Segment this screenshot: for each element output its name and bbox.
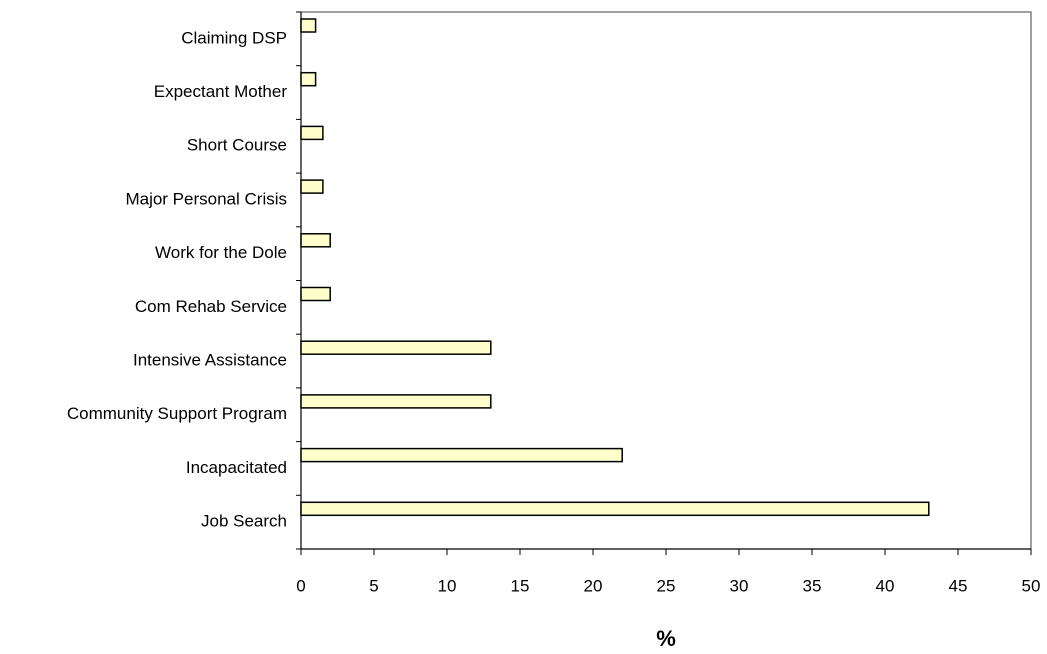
x-axis-title: %	[656, 626, 676, 651]
y-tick-label: Job Search	[201, 512, 287, 531]
x-tick-label: 50	[1022, 576, 1041, 595]
bar	[300, 18, 317, 33]
y-tick-label: Community Support Program	[67, 404, 287, 423]
x-tick-label: 20	[584, 576, 603, 595]
bar	[300, 233, 331, 248]
bar	[300, 340, 492, 355]
bar	[300, 394, 492, 409]
bar	[300, 71, 317, 87]
plot-frame	[301, 11, 1032, 549]
bar	[300, 447, 623, 463]
y-tick-label: Com Rehab Service	[135, 297, 287, 316]
x-tick-label: 45	[949, 576, 968, 595]
bar	[300, 179, 324, 194]
y-tick-label: Claiming DSP	[181, 28, 287, 47]
x-tick-label: 35	[803, 576, 822, 595]
y-tick-label: Incapacitated	[186, 458, 287, 477]
x-tick-label: 15	[511, 576, 530, 595]
x-tick-label: 30	[730, 576, 749, 595]
y-tick-label: Expectant Mother	[154, 82, 288, 101]
x-tick-label: 10	[438, 576, 457, 595]
y-tick-label: Work for the Dole	[155, 243, 287, 262]
x-tick-label: 40	[876, 576, 895, 595]
y-tick-label: Major Personal Crisis	[125, 189, 287, 208]
bar	[300, 286, 331, 302]
x-tick-label: 0	[296, 576, 305, 595]
y-tick-label: Intensive Assistance	[133, 351, 287, 370]
x-tick-label: 25	[657, 576, 676, 595]
x-tick-label: 5	[369, 576, 378, 595]
bar	[300, 501, 930, 517]
y-tick-label: Short Course	[187, 136, 287, 155]
bar	[300, 125, 324, 141]
